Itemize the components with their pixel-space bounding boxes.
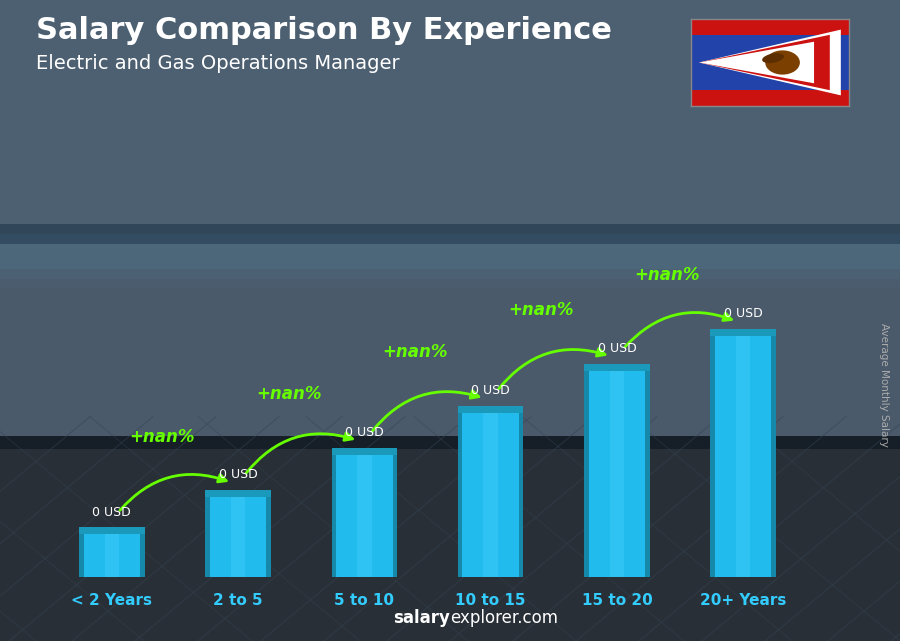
Bar (79, 528, 84, 577)
Bar (331, 448, 397, 577)
Bar (79, 528, 145, 577)
Ellipse shape (765, 51, 800, 74)
Text: +nan%: +nan% (130, 428, 195, 445)
Bar (79, 528, 145, 534)
Text: 0 USD: 0 USD (472, 384, 510, 397)
Bar (266, 490, 271, 577)
Bar (458, 406, 463, 577)
Bar (771, 329, 776, 577)
Text: < 2 Years: < 2 Years (71, 593, 152, 608)
Polygon shape (0, 0, 900, 244)
Text: 10 to 15: 10 to 15 (455, 593, 526, 608)
Text: 15 to 20: 15 to 20 (581, 593, 652, 608)
Bar (458, 406, 524, 577)
Text: 5 to 10: 5 to 10 (335, 593, 394, 608)
Text: 0 USD: 0 USD (219, 469, 257, 481)
Bar (140, 528, 145, 577)
Bar (710, 329, 715, 577)
Ellipse shape (762, 53, 784, 63)
Text: 0 USD: 0 USD (93, 506, 131, 519)
Bar (205, 490, 271, 497)
Text: 2 to 5: 2 to 5 (213, 593, 263, 608)
Polygon shape (0, 244, 900, 269)
Text: 0 USD: 0 USD (598, 342, 636, 355)
Text: +nan%: +nan% (508, 301, 574, 319)
Bar (230, 490, 246, 577)
Bar (331, 448, 336, 577)
Polygon shape (699, 35, 830, 90)
Bar (691, 90, 849, 106)
Bar (357, 448, 372, 577)
Bar (584, 363, 589, 577)
Polygon shape (699, 29, 841, 96)
Text: salary: salary (393, 609, 450, 627)
Text: +nan%: +nan% (634, 267, 700, 285)
Bar (609, 363, 625, 577)
Bar (392, 448, 397, 577)
Text: 20+ Years: 20+ Years (700, 593, 787, 608)
Polygon shape (0, 436, 900, 641)
Bar (458, 406, 524, 413)
Text: Salary Comparison By Experience: Salary Comparison By Experience (36, 16, 612, 45)
Text: explorer.com: explorer.com (450, 609, 558, 627)
Bar (205, 490, 210, 577)
Bar (691, 19, 849, 35)
Text: 0 USD: 0 USD (724, 308, 762, 320)
Polygon shape (0, 234, 900, 279)
Text: Average Monthly Salary: Average Monthly Salary (878, 322, 889, 447)
Bar (710, 329, 776, 336)
Bar (710, 329, 776, 577)
Bar (584, 363, 650, 370)
Text: +nan%: +nan% (256, 385, 321, 403)
Polygon shape (0, 224, 900, 288)
Text: +nan%: +nan% (382, 344, 447, 362)
Bar (483, 406, 498, 577)
Text: Electric and Gas Operations Manager: Electric and Gas Operations Manager (36, 54, 400, 74)
Bar (645, 363, 650, 577)
Bar (331, 448, 397, 455)
Bar (104, 528, 119, 577)
Text: 0 USD: 0 USD (345, 426, 383, 439)
Bar (736, 329, 751, 577)
Bar (584, 363, 650, 577)
Bar (519, 406, 524, 577)
Bar (205, 490, 271, 577)
Polygon shape (0, 224, 900, 449)
Polygon shape (699, 42, 815, 83)
